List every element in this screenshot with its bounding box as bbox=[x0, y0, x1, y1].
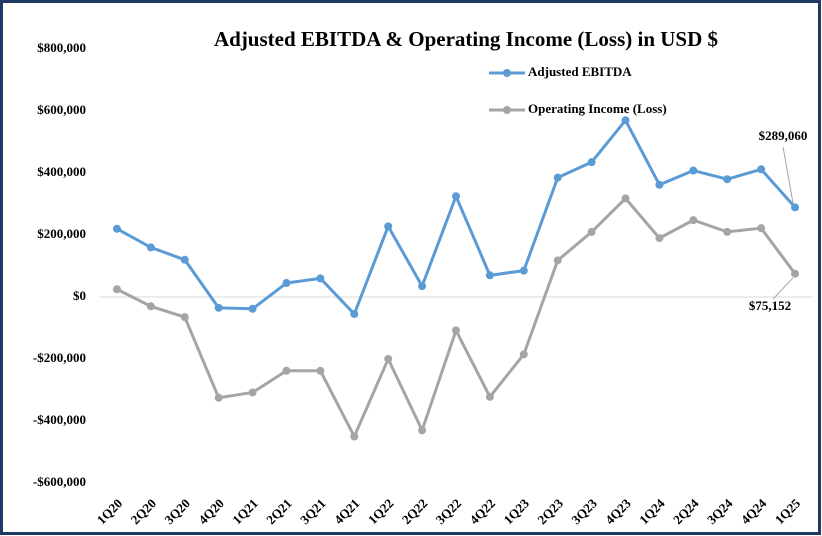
leader-line bbox=[772, 277, 794, 300]
point bbox=[146, 243, 155, 252]
point bbox=[621, 194, 630, 203]
point bbox=[248, 304, 257, 313]
point bbox=[791, 269, 800, 278]
data-label: $289,060 bbox=[759, 128, 808, 143]
point bbox=[316, 274, 325, 283]
point bbox=[452, 192, 460, 201]
point bbox=[214, 303, 223, 312]
point bbox=[791, 203, 800, 212]
point bbox=[757, 165, 766, 174]
y-tick-label: -$200,000 bbox=[33, 350, 86, 365]
point bbox=[112, 224, 121, 233]
y-tick-label: $800,000 bbox=[37, 40, 86, 55]
point bbox=[180, 255, 189, 264]
point bbox=[248, 388, 257, 397]
point bbox=[316, 366, 325, 375]
point bbox=[655, 180, 664, 189]
point bbox=[146, 302, 155, 311]
point bbox=[519, 350, 528, 359]
point bbox=[282, 366, 291, 375]
point bbox=[112, 285, 121, 294]
point bbox=[621, 116, 630, 125]
point bbox=[553, 173, 562, 182]
point bbox=[723, 175, 732, 184]
point bbox=[418, 282, 427, 291]
point bbox=[689, 166, 698, 175]
point bbox=[452, 326, 460, 335]
point bbox=[180, 313, 189, 322]
chart-title: Adjusted EBITDA & Operating Income (Loss… bbox=[214, 27, 718, 51]
point bbox=[384, 355, 393, 363]
leader-line bbox=[782, 146, 794, 204]
point bbox=[485, 392, 494, 401]
legend-marker bbox=[503, 106, 511, 114]
legend-label: Adjusted EBITDA bbox=[528, 64, 632, 79]
point bbox=[519, 266, 528, 275]
point bbox=[587, 227, 596, 236]
point bbox=[723, 227, 732, 236]
legend-label: Operating Income (Loss) bbox=[528, 101, 667, 116]
point bbox=[757, 224, 766, 233]
point bbox=[553, 256, 562, 265]
y-tick-label: $200,000 bbox=[37, 226, 86, 241]
point bbox=[655, 234, 664, 243]
point bbox=[384, 222, 393, 231]
point bbox=[350, 310, 359, 319]
point bbox=[350, 432, 359, 441]
point bbox=[587, 158, 596, 167]
y-tick-label: $0 bbox=[73, 288, 86, 303]
legend-marker bbox=[503, 69, 511, 77]
data-label: $75,152 bbox=[749, 298, 791, 313]
y-tick-label: -$600,000 bbox=[33, 474, 86, 489]
point bbox=[214, 393, 223, 402]
y-tick-label: -$400,000 bbox=[33, 412, 86, 427]
point bbox=[282, 279, 291, 288]
y-tick-label: $600,000 bbox=[37, 102, 86, 117]
point bbox=[485, 271, 494, 280]
point bbox=[689, 216, 698, 225]
y-tick-label: $400,000 bbox=[37, 164, 86, 179]
point bbox=[418, 426, 427, 435]
